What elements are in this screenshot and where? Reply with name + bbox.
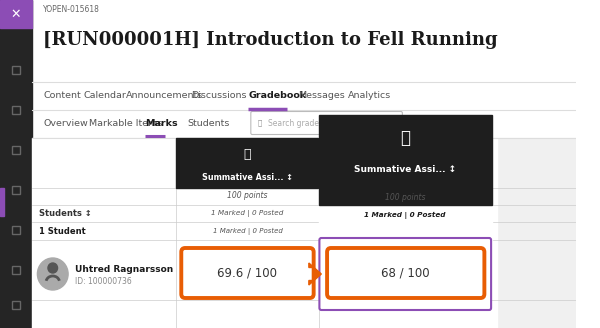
Text: Messages: Messages — [298, 92, 345, 100]
FancyBboxPatch shape — [181, 248, 314, 298]
FancyBboxPatch shape — [251, 112, 403, 134]
Text: Summative Assi... ↕: Summative Assi... ↕ — [354, 166, 457, 174]
Bar — [0, 188, 4, 216]
Text: 100 points: 100 points — [227, 192, 268, 200]
Text: 100 points: 100 points — [385, 194, 425, 202]
Bar — [32, 110, 575, 138]
Text: 68 / 100: 68 / 100 — [382, 266, 430, 279]
Text: YOPEN-015618: YOPEN-015618 — [43, 6, 100, 14]
Text: Students: Students — [187, 119, 229, 129]
Text: 📄: 📄 — [244, 149, 251, 161]
Text: Discussions: Discussions — [191, 92, 247, 100]
Bar — [32, 0, 575, 88]
FancyArrow shape — [309, 263, 322, 285]
Text: Calendar: Calendar — [83, 92, 127, 100]
Text: 🔍: 🔍 — [258, 120, 262, 126]
Bar — [32, 138, 176, 328]
Text: Overview: Overview — [43, 119, 88, 129]
Text: Announcements: Announcements — [125, 92, 203, 100]
Text: 📄: 📄 — [400, 129, 410, 147]
Text: Summative Assi... ↕: Summative Assi... ↕ — [202, 173, 293, 181]
Text: 1 Student: 1 Student — [40, 227, 86, 236]
Bar — [32, 82, 575, 110]
Text: 69.6 / 100: 69.6 / 100 — [217, 266, 277, 279]
Text: Students ↕: Students ↕ — [40, 209, 92, 217]
Bar — [0, 0, 32, 28]
Text: Uhtred Ragnarsson: Uhtred Ragnarsson — [75, 264, 173, 274]
Bar — [176, 138, 319, 328]
FancyBboxPatch shape — [327, 248, 484, 298]
Text: Markable Items: Markable Items — [89, 119, 163, 129]
Bar — [319, 138, 497, 328]
Bar — [319, 115, 492, 205]
Text: Analytics: Analytics — [348, 92, 391, 100]
Bar — [32, 138, 575, 328]
Text: [RUN000001H] Introduction to Fell Running: [RUN000001H] Introduction to Fell Runnin… — [43, 31, 498, 49]
Text: Gradebook: Gradebook — [248, 92, 307, 100]
Text: 1 Marked | 0 Posted: 1 Marked | 0 Posted — [211, 210, 284, 216]
Circle shape — [48, 263, 58, 273]
Bar — [319, 205, 492, 240]
Text: ✕: ✕ — [11, 8, 21, 20]
Circle shape — [37, 258, 68, 290]
Text: Marks: Marks — [145, 119, 178, 129]
Text: Content: Content — [43, 92, 81, 100]
Text: ID: 100000736: ID: 100000736 — [75, 277, 131, 286]
Bar — [176, 138, 319, 188]
FancyBboxPatch shape — [319, 238, 491, 310]
Text: Search gradebook: Search gradebook — [268, 118, 337, 128]
Text: 1 Marked | 0 Posted: 1 Marked | 0 Posted — [212, 227, 283, 235]
Bar — [0, 0, 32, 328]
Text: 1 Marked | 0 Posted: 1 Marked | 0 Posted — [364, 212, 446, 218]
